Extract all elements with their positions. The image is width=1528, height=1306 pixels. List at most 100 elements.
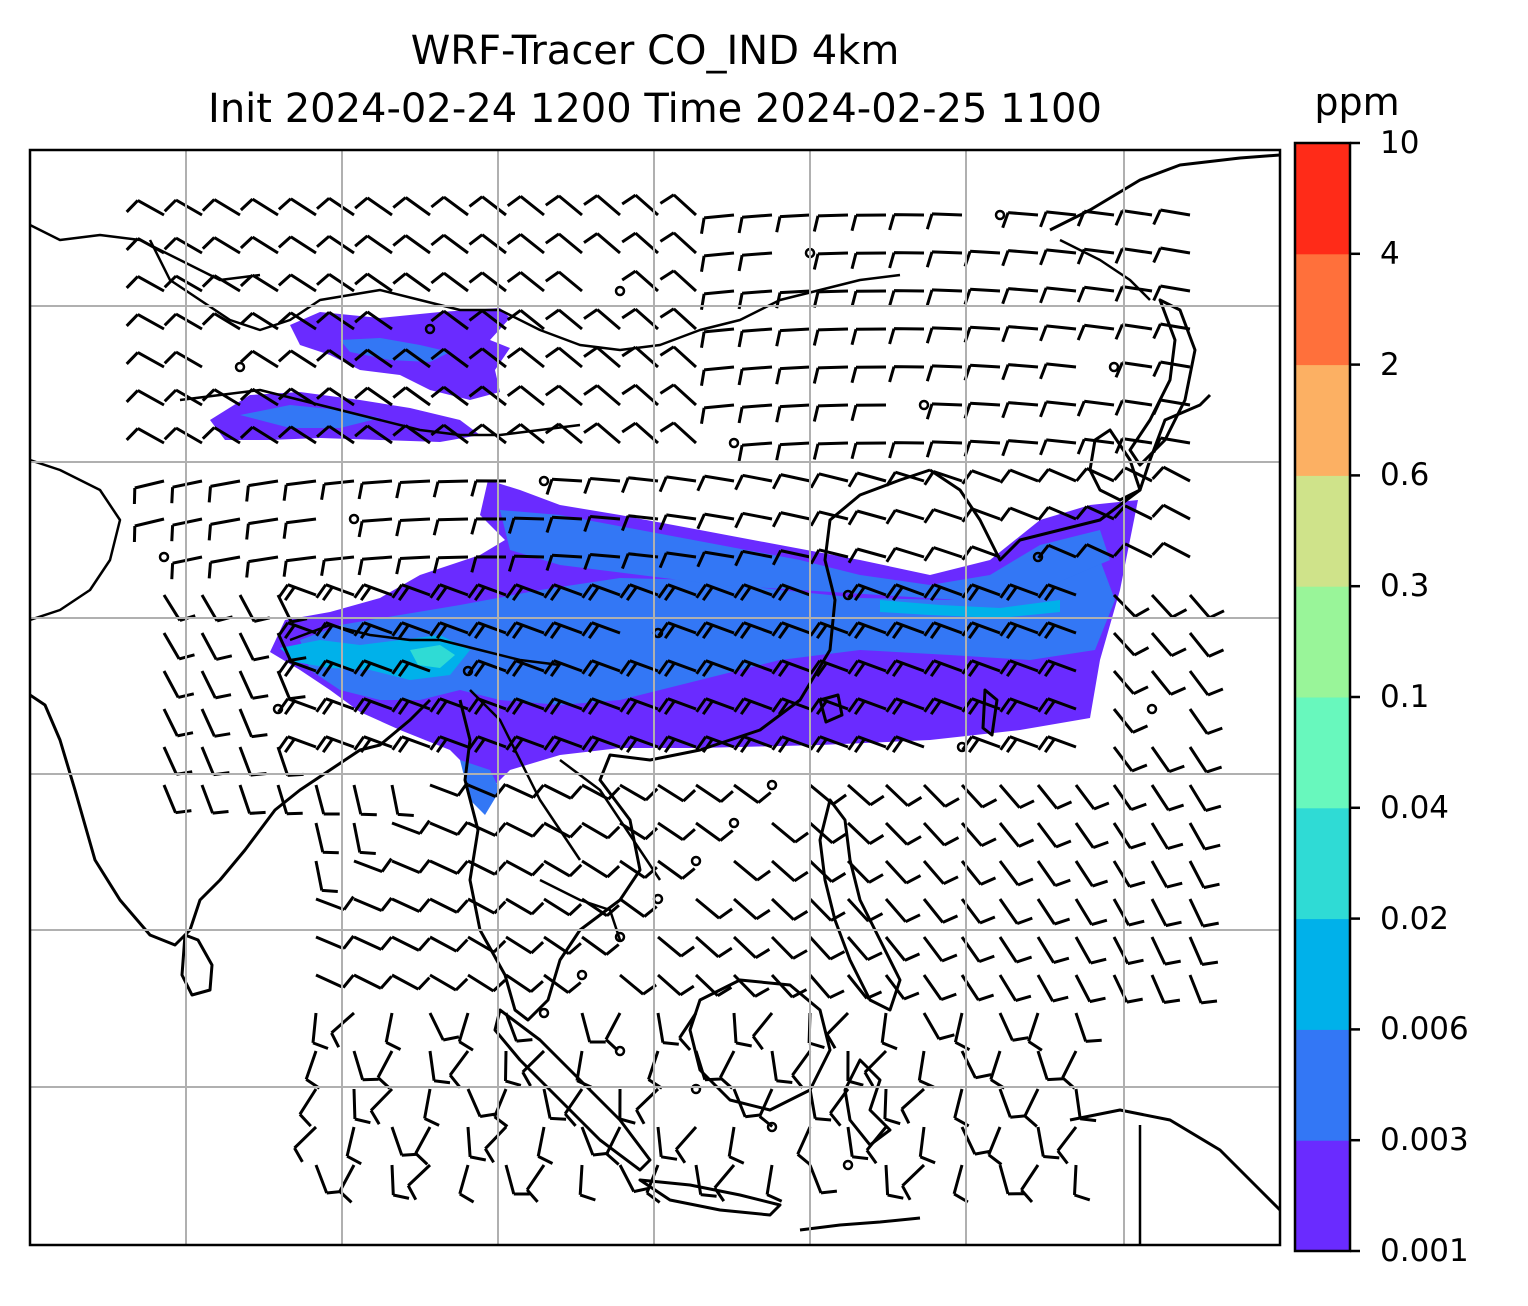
wind-barb bbox=[392, 348, 431, 369]
wind-barb bbox=[953, 1012, 971, 1052]
wind-barb bbox=[657, 697, 697, 716]
wind-barb bbox=[200, 708, 231, 738]
wind-barb bbox=[125, 199, 165, 217]
wind-barb bbox=[430, 233, 469, 255]
wind-barb bbox=[354, 310, 393, 331]
wind-barb bbox=[770, 1050, 793, 1084]
title-line-2: Init 2024-02-24 1200 Time 2024-02-25 110… bbox=[208, 86, 1102, 132]
wind-barb bbox=[1112, 784, 1147, 812]
wind-barb bbox=[808, 935, 846, 961]
wind-barb bbox=[162, 784, 192, 815]
colorbar-tick-label: 0.001 bbox=[1380, 1233, 1469, 1269]
wind-barb bbox=[163, 312, 203, 331]
wind-barb bbox=[545, 477, 583, 495]
calm-wind-circle bbox=[728, 437, 740, 449]
wind-barb bbox=[315, 659, 355, 678]
wind-barb bbox=[506, 195, 545, 217]
wind-barb bbox=[850, 365, 887, 384]
wind-barb bbox=[201, 426, 241, 445]
wind-barb bbox=[1074, 974, 1106, 1004]
wind-barb bbox=[657, 935, 695, 958]
wind-barb bbox=[543, 659, 583, 678]
wind-barb bbox=[923, 583, 963, 602]
wind-barb bbox=[657, 821, 696, 842]
wind-barb bbox=[1036, 822, 1072, 849]
wind-barb bbox=[163, 388, 203, 407]
wind-barb bbox=[1150, 670, 1187, 696]
wind-barb bbox=[315, 621, 355, 640]
wind-barb bbox=[696, 474, 735, 492]
wind-barb bbox=[733, 897, 771, 921]
wind-barb bbox=[1188, 594, 1225, 620]
wind-barb bbox=[1150, 632, 1187, 658]
wind-barb bbox=[1074, 898, 1108, 927]
wind-barb bbox=[429, 781, 469, 798]
wind-barb bbox=[1150, 746, 1185, 774]
colorbar-segment bbox=[1295, 475, 1350, 587]
wind-barb bbox=[282, 479, 317, 501]
wind-barb bbox=[619, 783, 659, 802]
wind-barb bbox=[1152, 398, 1191, 416]
wind-barb bbox=[468, 309, 507, 331]
wind-barb bbox=[345, 1126, 362, 1166]
wind-barb bbox=[505, 821, 545, 838]
wind-barb bbox=[505, 583, 545, 602]
wind-barb bbox=[1037, 659, 1077, 678]
wind-barb bbox=[1188, 936, 1219, 966]
calm-wind-circle bbox=[234, 361, 246, 373]
wind-barb bbox=[581, 897, 620, 918]
wind-barb bbox=[678, 1012, 698, 1051]
calm-wind-circle bbox=[690, 855, 702, 867]
wind-barb bbox=[922, 898, 959, 924]
wind-barb bbox=[884, 783, 923, 807]
wind-barb bbox=[1074, 784, 1110, 811]
colorbar-tick-label: 0.04 bbox=[1380, 789, 1450, 826]
wind-barb bbox=[542, 1088, 567, 1121]
wind-barb bbox=[850, 213, 887, 232]
wind-barb bbox=[846, 974, 883, 1000]
wind-barb bbox=[618, 1164, 650, 1194]
wind-barb bbox=[925, 250, 963, 268]
wind-barb bbox=[732, 1012, 752, 1048]
wind-barb bbox=[922, 821, 960, 847]
wind-barb bbox=[1036, 936, 1070, 965]
wind-barb bbox=[239, 349, 279, 369]
wind-barb bbox=[737, 327, 773, 348]
wind-barb bbox=[1036, 1050, 1064, 1082]
wind-barb bbox=[395, 555, 431, 575]
wind-barb bbox=[605, 1126, 622, 1166]
wind-barb bbox=[207, 517, 241, 541]
wind-barb bbox=[125, 389, 165, 407]
wind-barb bbox=[809, 735, 849, 754]
map-gridlines bbox=[30, 150, 1280, 1245]
colorbar-segment bbox=[1295, 697, 1350, 809]
wind-barb bbox=[505, 735, 545, 754]
wind-barb bbox=[1056, 1126, 1078, 1165]
wind-barb bbox=[695, 783, 734, 804]
wind-barb bbox=[507, 516, 545, 534]
wind-barb bbox=[884, 821, 922, 846]
wind-barb bbox=[1039, 286, 1077, 304]
wind-barb bbox=[700, 403, 735, 424]
wind-barb bbox=[758, 1088, 774, 1128]
wind-barb bbox=[695, 621, 735, 640]
wind-barb bbox=[125, 351, 165, 369]
wind-barb bbox=[245, 479, 279, 502]
wind-barb bbox=[809, 548, 849, 565]
wind-barb bbox=[163, 198, 203, 217]
wind-barb bbox=[618, 1088, 636, 1125]
wind-barb bbox=[357, 479, 393, 500]
wind-barb bbox=[737, 365, 773, 386]
wind-barb bbox=[125, 237, 165, 255]
wind-barb bbox=[696, 550, 735, 568]
wind-barb bbox=[544, 384, 583, 407]
wind-barb bbox=[484, 1125, 508, 1164]
wind-barb bbox=[506, 423, 545, 445]
wind-barb bbox=[1152, 360, 1191, 378]
wind-barb bbox=[581, 783, 621, 801]
wind-barb bbox=[850, 289, 887, 308]
wind-barb bbox=[998, 936, 1033, 964]
wind-barb bbox=[737, 251, 773, 272]
